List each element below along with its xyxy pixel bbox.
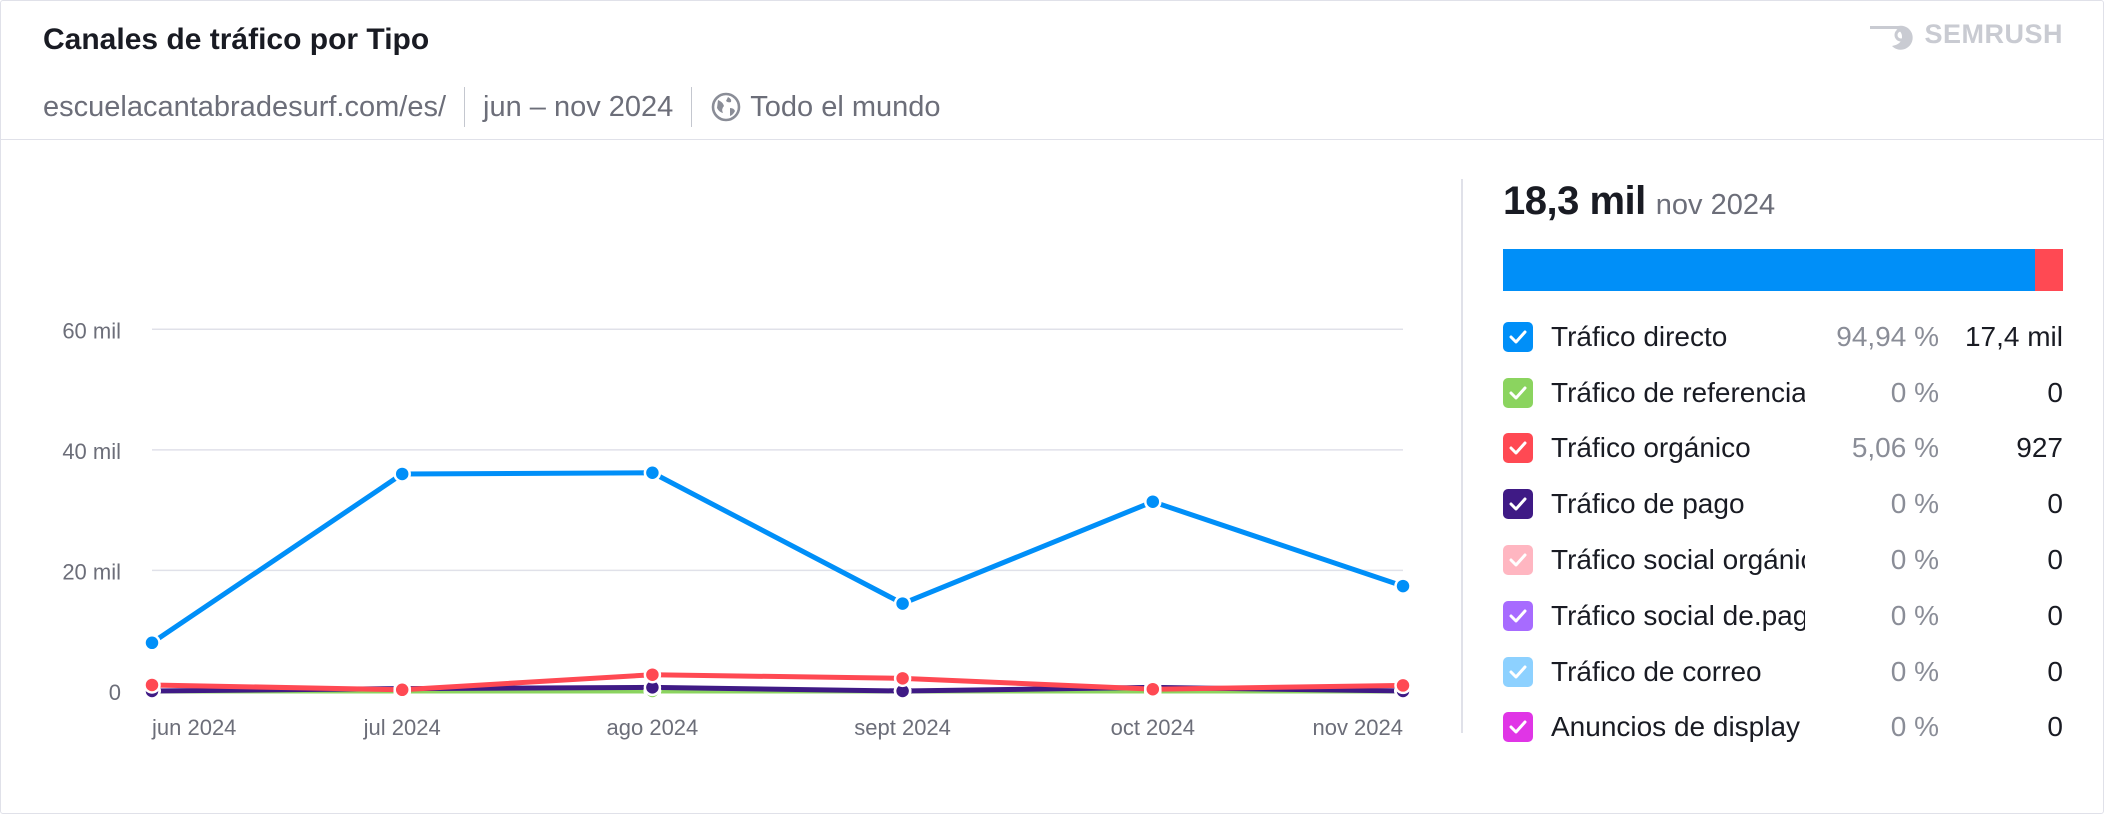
checkmark-icon [1509,386,1527,400]
x-tick-label: jun 2024 [151,715,236,740]
legend-row[interactable]: Tráfico social orgánico 0 % 0 [1503,532,2063,588]
brand-name: SEMRUSH [1924,19,2063,49]
channel-visits: 0 [2047,599,2063,631]
card-header: Canales de tráfico por Tipo escuelacanta… [1,1,2103,140]
semrush-flame-icon [1870,25,1914,50]
y-tick-label: 0 [109,680,121,705]
meta-divider [691,87,693,127]
channel-share: 94,94 % [1836,320,1939,352]
semrush-logo: SEMRUSH [1868,19,2063,50]
series-checkbox[interactable] [1503,712,1533,743]
checkmark-icon [1509,665,1527,679]
meta-divider [464,87,465,127]
channel-name: Tráfico orgánico [1551,432,1751,464]
legend-row[interactable]: Tráfico directo 94,94 % 17,4 mil [1503,309,2063,365]
summary-header: 18,3 mil nov 2024 [1503,179,2063,235]
channel-name: Tráfico de referencia [1551,376,1805,408]
channel-share: 0 % [1890,544,1939,576]
channel-visits: 0 [2047,376,2063,408]
channel-visits: 0 [2047,711,2063,743]
summary-period: nov 2024 [1655,189,1776,221]
card-title: Canales de tráfico por Tipo [43,23,430,56]
y-tick-label: 20 mil [62,559,121,584]
series-checkbox[interactable] [1503,600,1533,631]
checkmark-icon [1509,609,1527,623]
channel-share: 0 % [1890,599,1939,631]
series-line [149,672,1406,693]
series-checkbox[interactable] [1503,321,1533,352]
y-tick-label: 40 mil [62,439,121,464]
total-visits: 18,3 mil [1503,179,1646,223]
series-checkbox[interactable] [1503,377,1533,408]
channel-visits: 927 [2016,432,2063,464]
checkmark-icon [1509,553,1527,567]
x-tick-label: sept 2024 [854,715,951,740]
x-tick-label: ago 2024 [607,715,699,740]
data-point[interactable] [643,464,662,482]
channel-name: Tráfico social de.pago [1551,599,1805,631]
channel-name: Tráfico social orgánico [1551,544,1805,576]
channel-name: Tráfico directo [1551,320,1728,352]
data-point[interactable] [393,681,411,699]
region-label[interactable]: Todo el mundo [750,90,941,123]
series-checkbox[interactable] [1503,545,1533,576]
domain-label[interactable]: escuelacantabradesurf.com/es/ [43,90,446,123]
data-point[interactable] [893,669,912,688]
channel-name: Tráfico de pago [1551,488,1745,520]
legend-row[interactable]: Tráfico social de.pago 0 % 0 [1503,588,2063,644]
channel-visits: 0 [2047,544,2063,576]
series-line [149,470,1406,646]
legend-row[interactable]: Tráfico orgánico 5,06 % 927 [1503,421,2063,477]
data-point[interactable] [1394,676,1412,695]
share-segment[interactable] [1503,249,2035,291]
y-tick-label: 60 mil [62,318,121,343]
data-point[interactable] [643,665,662,684]
data-point[interactable] [1144,492,1162,511]
channel-share: 0 % [1890,488,1939,520]
channel-share: 0 % [1890,655,1939,687]
data-point[interactable] [393,465,411,483]
panel-divider [1461,179,1463,733]
share-segment[interactable] [2034,249,2063,291]
channel-name: Anuncios de display [1551,711,1801,743]
channel-share: 0 % [1890,711,1939,743]
channel-name: Tráfico de correo [1551,655,1762,687]
channel-share: 0 % [1890,376,1939,408]
legend-row[interactable]: Anuncios de display 0 % 0 [1503,700,2063,756]
x-tick-label: jul 2024 [363,715,441,740]
data-point[interactable] [893,594,912,613]
channel-visits: 17,4 mil [1964,320,2063,352]
series-checkbox[interactable] [1503,656,1533,687]
globe-icon [711,92,741,122]
checkmark-icon [1509,330,1527,344]
data-point[interactable] [143,676,161,694]
share-stacked-bar [1503,249,2063,291]
channel-visits: 0 [2047,488,2063,520]
data-point[interactable] [1394,577,1412,595]
report-meta: escuelacantabradesurf.com/es/ jun – nov … [43,87,941,127]
summary-panel: 18,3 mil nov 2024 Tráfico directo 94,94 %… [1503,179,2063,755]
channel-legend: Tráfico directo 94,94 % 17,4 mil Tráfico de… [1503,309,2063,755]
x-tick-label: oct 2024 [1111,715,1195,740]
period-label[interactable]: jun – nov 2024 [483,90,674,123]
checkmark-icon [1509,720,1527,734]
legend-row[interactable]: Tráfico de referencia 0 % 0 [1503,365,2063,421]
data-point[interactable] [143,634,161,652]
series-checkbox[interactable] [1503,433,1533,464]
checkmark-icon [1509,497,1527,511]
channel-visits: 0 [2047,655,2063,687]
data-point[interactable] [1144,680,1162,698]
checkmark-icon [1509,441,1527,455]
traffic-line-chart: 0 20 mil 40 mil 60 mil jun 2024 jul 2024 ago 2… [62,318,1412,740]
legend-row[interactable]: Tráfico de correo 0 % 0 [1503,644,2063,700]
legend-row[interactable]: Tráfico de pago 0 % 0 [1503,476,2063,532]
series-checkbox[interactable] [1503,489,1533,520]
x-tick-label: nov 2024 [1312,715,1403,740]
channel-share: 5,06 % [1851,432,1939,464]
